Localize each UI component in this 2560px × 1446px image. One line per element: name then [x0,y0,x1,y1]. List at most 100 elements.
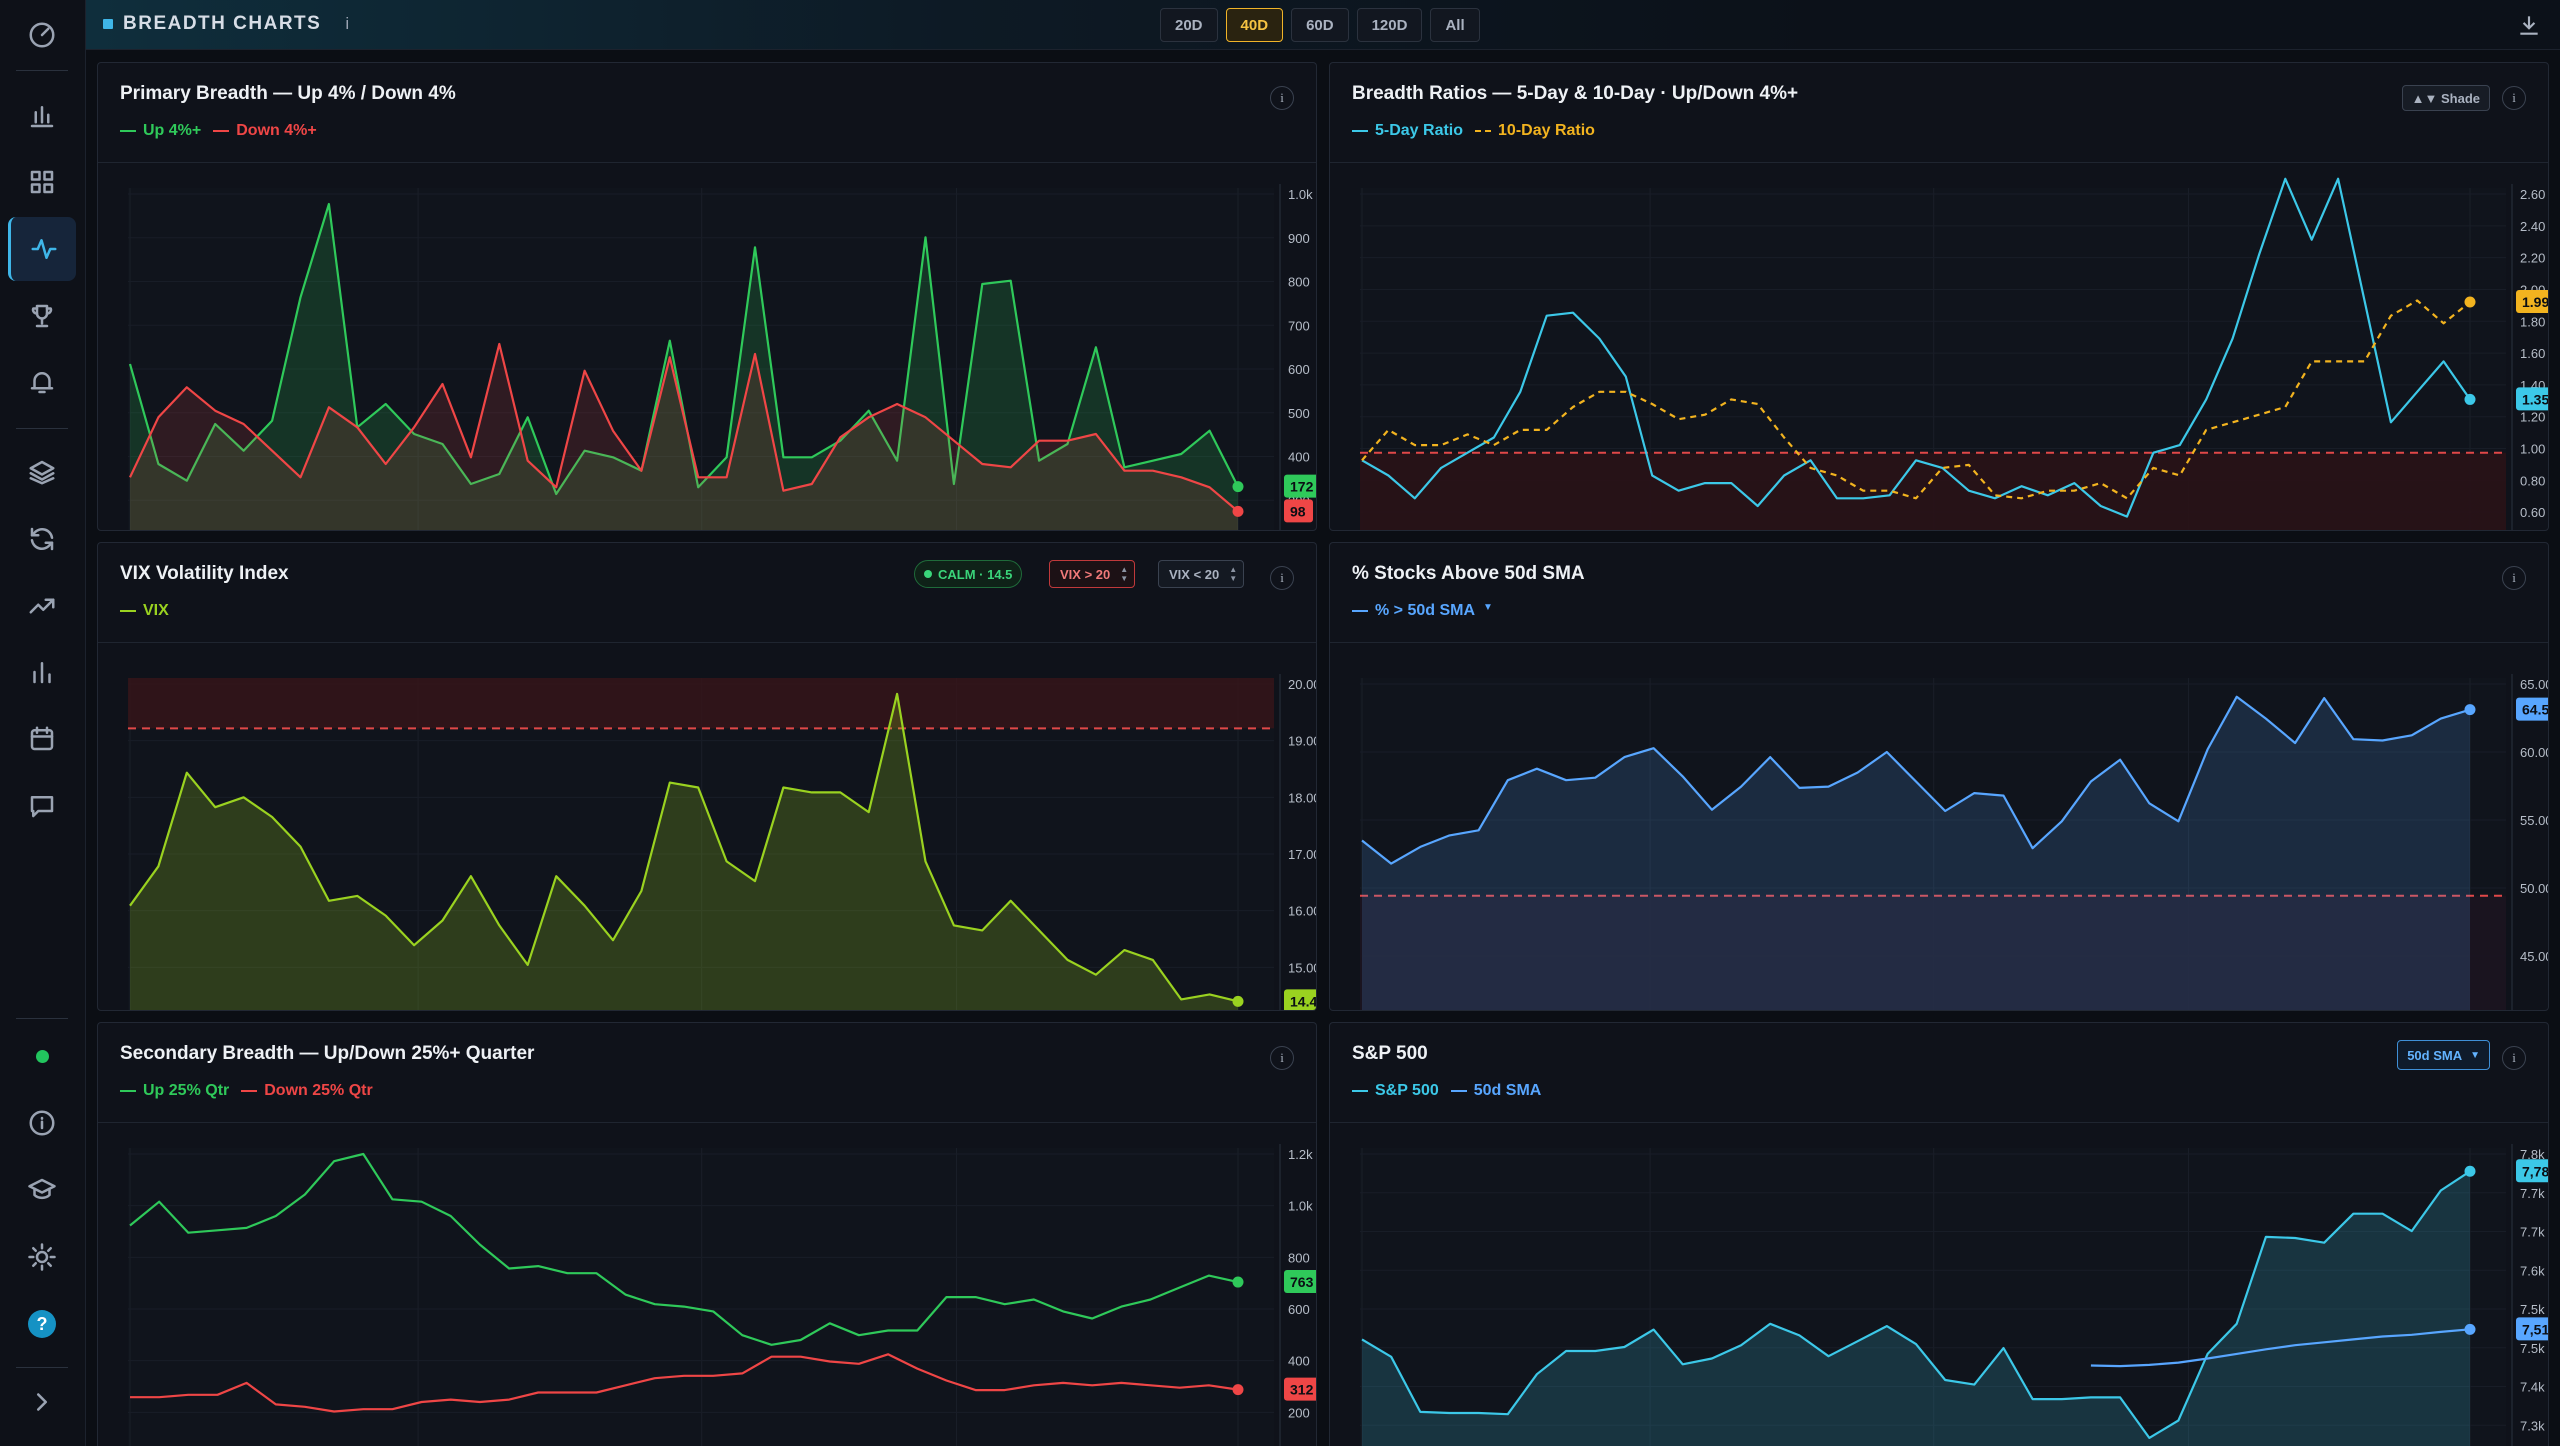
last-value-dot [2464,1165,2476,1177]
logo-icon[interactable] [8,3,76,67]
info-icon[interactable]: i [2502,1046,2526,1070]
primary-breadth-chart: 03004005006007008009001.0k17298Jun 18Jul… [98,164,1316,530]
bell-icon[interactable] [8,350,76,414]
y-tick-label: 18.00 [1288,790,1317,805]
legend-item: % > 50d SMA [1352,602,1475,620]
last-value-dot [2464,296,2476,308]
vix-below-threshold-stepper[interactable]: VIX < 20 ▲ ▼ [1158,560,1245,588]
chart-legend: 5-Day Ratio 10-Day Ratio [1352,122,1595,140]
chevron-down-icon: ▼ [2470,1049,2480,1061]
layers-icon[interactable] [8,440,76,504]
series-area [130,693,1238,1010]
chart-legend: S&P 500 50d SMA [1352,1082,1541,1100]
graduation-cap-icon[interactable] [8,1158,76,1222]
info-icon[interactable]: i [2502,86,2526,110]
range-button-20d[interactable]: 20D [1160,8,1218,42]
panel-title: VIX Volatility Index [120,563,289,584]
last-value-badge [2516,1159,2548,1183]
chart-legend: Up 4%+ Down 4%+ [120,122,317,140]
y-tick-label: 7.7k [2520,1186,2545,1201]
calendar-icon[interactable] [8,707,76,771]
refresh-icon[interactable] [8,507,76,571]
panel-title: Secondary Breadth — Up/Down 25%+ Quarter [120,1043,535,1064]
legend-item: Down 25% Qtr [241,1082,373,1100]
y-tick-label: 1.2k [1288,1147,1313,1162]
last-value-dot [1232,1276,1244,1288]
chevron-right-icon[interactable] [8,1370,76,1434]
download-icon[interactable] [2516,12,2542,38]
trend-up-icon[interactable] [8,574,76,638]
last-value-badge [1284,499,1313,523]
panel-title: S&P 500 [1352,1043,1428,1064]
info-icon[interactable] [8,1091,76,1155]
legend-swatch [1475,130,1492,132]
plot-area [128,678,1274,1010]
last-value-label: 7,512.4 [2522,1321,2549,1337]
stepper-arrows-icon[interactable]: ▲ ▼ [1229,565,1238,583]
y-tick-label: 600 [1288,362,1310,377]
y-tick-label: 7.7k [2520,1225,2545,1240]
help-badge: ? [28,1310,56,1338]
series-line [1361,695,2471,865]
range-button-120d[interactable]: 120D [1356,8,1423,42]
chart-legend[interactable]: % > 50d SMA ▼ [1352,602,1493,620]
range-button-40d[interactable]: 40D [1225,8,1284,42]
series-area [130,204,1238,530]
plot-area [128,188,1274,530]
status-dot-button [8,1024,76,1088]
y-tick-label: 1.0k [1288,187,1313,202]
info-icon[interactable]: i [2502,566,2526,590]
range-button-60d[interactable]: 60D [1291,8,1349,42]
help-icon[interactable]: ? [8,1292,76,1356]
vix-regime-badge: CALM · 14.5 [914,560,1023,588]
legend-swatch [241,1090,258,1092]
y-tick-label: 900 [1288,231,1310,246]
y-tick-label: 55.00 [2520,813,2549,828]
info-icon[interactable]: i [1270,1046,1294,1070]
sidebar-divider [16,428,68,429]
vix-above-threshold-stepper[interactable]: VIX > 20 ▲ ▼ [1049,560,1136,588]
chevron-down-icon[interactable]: ▼ [1483,602,1493,613]
legend-swatch [1352,1090,1368,1092]
info-icon[interactable]: i [1270,566,1294,590]
sun-icon[interactable] [8,1225,76,1289]
y-tick-label: 65.00 [2520,677,2549,692]
range-selector: 20D 40D 60D 120D All [1160,8,1480,42]
last-value-badge [1284,474,1316,498]
vix-above-label: VIX > 20 [1060,566,1111,582]
last-value-badge [2516,290,2548,314]
stepper-arrows-icon[interactable]: ▲ ▼ [1120,565,1129,583]
last-value-badge [2516,697,2548,721]
title-square-icon [103,19,113,29]
message-icon[interactable] [8,774,76,838]
legend-label: % > 50d SMA [1375,602,1476,619]
legend-swatch [213,130,230,132]
bar-chart-icon[interactable] [8,640,76,704]
legend-item: Down 4%+ [213,122,317,140]
y-tick-label: 7.5k [2520,1341,2545,1356]
range-button-all[interactable]: All [1430,8,1480,42]
calm-dot-icon [924,570,932,578]
info-icon[interactable]: i [1270,86,1294,110]
y-tick-label: 17.00 [1288,847,1317,862]
title-info-icon[interactable]: i [345,14,350,33]
pulse-icon[interactable] [8,217,76,281]
sma-period-dropdown[interactable]: 50d SMA ▼ [2397,1040,2490,1070]
grid-icon[interactable] [8,150,76,214]
y-tick-label: 2.20 [2520,251,2545,266]
panel-title: Primary Breadth — Up 4% / Down 4% [120,83,456,104]
panel-header: VIX Volatility Index VIX CALM · 14.5 VIX… [98,543,1316,643]
last-value-label: 172 [1290,479,1314,495]
sidebar-divider [16,70,68,71]
plot-area [128,1148,1274,1446]
chart-candles-icon[interactable] [8,84,76,148]
trophy-icon[interactable] [8,284,76,348]
y-tick-label: 7.6k [2520,1263,2545,1278]
breadth-ratios-chart: 0.400.600.801.001.201.401.601.802.002.20… [1330,164,2548,530]
sidebar-divider [16,1018,68,1019]
series-line [130,1353,1239,1413]
sidebar: ? [0,0,86,1446]
legend-item: Up 4%+ [120,122,201,140]
shade-toggle-button[interactable]: ▲▼ Shade [2401,85,2490,111]
